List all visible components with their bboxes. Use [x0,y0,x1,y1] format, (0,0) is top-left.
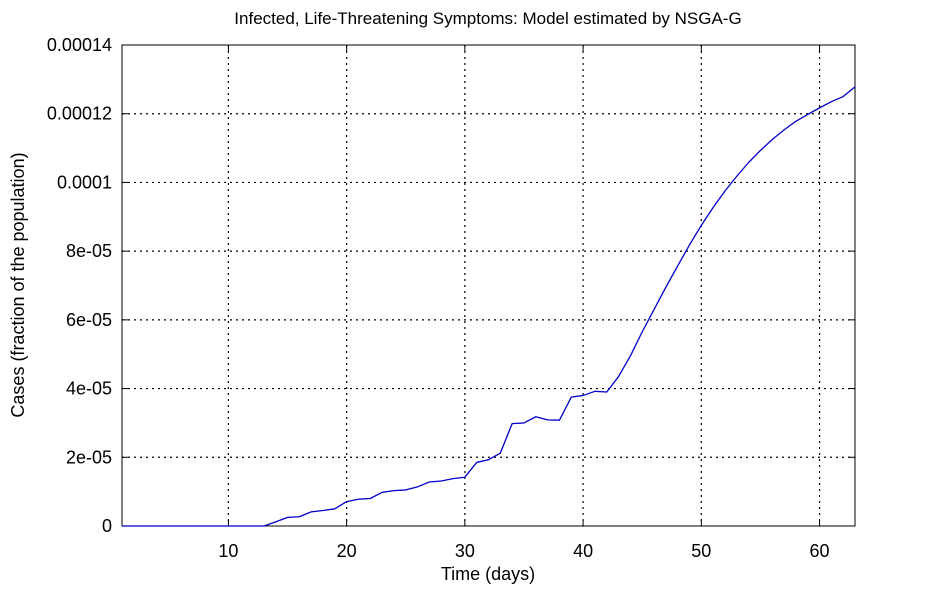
x-tick-label: 40 [573,541,593,561]
y-tick-label: 6e-05 [66,310,112,330]
y-tick-label: 0.0001 [57,172,112,192]
y-tick-label: 4e-05 [66,379,112,399]
series-group [122,86,856,527]
x-axis-label: Time (days) [441,564,535,584]
x-tick-label: 60 [810,541,830,561]
y-axis-label: Cases (fraction of the population) [8,152,28,417]
series-line [122,86,856,527]
y-tick-label: 0.00012 [47,104,112,124]
y-tick-label: 0 [102,516,112,536]
plot-frame [121,44,856,527]
chart-title: Infected, Life-Threatening Symptoms: Mod… [234,9,741,28]
y-tick-label: 8e-05 [66,241,112,261]
x-tick-label: 30 [455,541,475,561]
x-tick-label: 50 [691,541,711,561]
axis-ticks: 10 20 30 40 50 60 0 2e-05 4e-05 6e-05 8e-05 0.0001 0… [47,35,855,561]
y-tick-label: 0.00014 [47,35,112,55]
y-tick-label: 2e-05 [66,447,112,467]
x-tick-label: 10 [218,541,238,561]
x-tick-label: 20 [337,541,357,561]
grid-lines [122,45,855,526]
